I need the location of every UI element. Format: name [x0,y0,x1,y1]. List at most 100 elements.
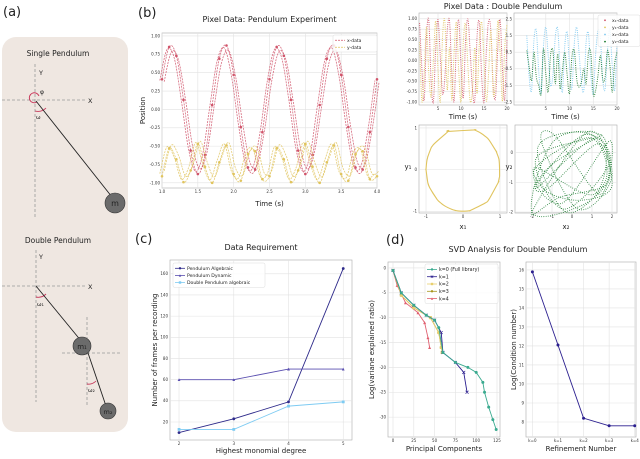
data-point [474,370,478,374]
y-tick-label: 0.75 [408,27,417,32]
y-tick-label: 1.00 [151,33,160,38]
y-tick-label: 0 [414,167,417,172]
data-point [361,149,364,153]
chart-title: Pixel Data: Pendulum Experiment [203,15,337,24]
legend-entry: Double Pendulum algebraic [187,280,251,286]
x-tick-label: 3.0 [302,189,309,194]
omega1-label: ω₁ [37,302,44,308]
data-point [354,166,357,169]
y-tick-label: 16 [519,267,525,272]
data-point [182,98,185,102]
y-tick-label: -10 [379,315,386,320]
data-point [423,321,427,325]
data-point [494,428,498,432]
series-line-Double Pendulum algebraic [179,401,344,430]
legend-marker [430,297,434,300]
y-tick-label: 0.00 [408,58,417,63]
x-tick-label: 20 [504,106,510,111]
legend-marker [178,281,182,284]
y-tick-label: 1.00 [408,16,417,21]
x-tick-label: 4 [287,441,290,446]
y-tick-label: 11 [519,362,525,367]
pendulum-bob [104,192,126,214]
data-point [483,390,487,394]
double-y-label: Y [38,253,43,261]
series-line-Pendulum Algebraic [178,268,344,434]
y-tick-label: 1.5 [506,33,513,38]
omega2-angle-arc [86,380,97,385]
data-point [465,390,469,394]
lower-rod [86,349,107,407]
legend-entry: k=0 (Full library) [439,267,479,273]
legend-entry: x₁-data [612,18,629,24]
y-tick-label: 20 [163,419,169,424]
data-point [633,424,637,428]
data-point [189,169,192,172]
pendulum-rod [35,100,113,198]
y-axis-label: Log(variane explained ratio) [368,300,376,399]
data-point [375,77,379,81]
series-line-x-data [159,47,376,172]
data-point [177,428,181,431]
data-point [177,378,181,382]
data-point [375,174,379,178]
data-point [239,179,243,182]
data-point [399,293,403,297]
y-tick-label: 80 [163,356,169,361]
data-point [189,149,192,152]
data-point [239,125,243,129]
data-point [282,158,286,161]
panel-label-d: (d) [386,233,404,248]
lower-bob [99,402,117,420]
data-point [289,98,293,102]
y-axis-label: Log(Condition number) [510,309,518,390]
x-axis-label: Time (s) [448,113,478,121]
data-point [433,318,437,322]
series-dots-y₂-data [526,47,618,97]
y-tick-label: 12 [519,343,525,348]
legend-entry: x-data [347,38,362,44]
x-tick-label: 3 [232,441,235,446]
legend-entry: k=1 [439,274,449,280]
x-tick-label: 10 [567,106,573,111]
y-axis-label: y₂ [506,163,513,171]
single-x-label: X [88,97,93,105]
data-point [232,428,236,431]
data-point [530,270,534,274]
data-point [428,346,432,350]
y-tick-label: 0.00 [151,107,160,112]
double-x-label: X [88,283,93,291]
y-tick-label: -0.75 [407,89,418,94]
x-tick-label: 2 [611,214,614,219]
panel-label-c: (c) [135,232,152,247]
x-axis-label: Highest monomial degree [216,447,307,455]
data-point [412,303,416,307]
y-tick-label: -2 [509,210,513,215]
charts: 1.0 1.5 2.0 2.5 3.0 3.5 4.01.000.750.500.250.0… [139,12,640,455]
y-tick-label: 40 [163,398,169,403]
data-point [487,405,491,409]
data-point [218,57,221,61]
series-line-Pendulum Dynamic [179,368,344,381]
data-point [182,180,185,184]
x-tick-label: 25 [411,438,417,443]
svd-title: SVD Analysis for Double Pendulum [449,245,588,254]
mass-label: m [111,199,119,208]
data-point [347,179,350,182]
panel-label-a: (a) [3,5,21,20]
data-point [225,44,228,47]
x-tick-label: -1 [550,214,554,219]
y-tick-label: 0 [383,265,386,270]
data-point [403,301,407,305]
y-tick-label: -15 [379,340,386,345]
y-tick-label: 0.50 [408,37,417,42]
data-point [232,417,236,421]
legend-box [597,14,640,47]
data-point [210,103,214,107]
y-tick-label: 10 [519,381,525,386]
y-tick-label: 0.25 [408,47,417,52]
x-tick-label: 15 [591,106,597,111]
data-point [412,306,416,310]
data-point [296,149,300,152]
data-point [289,180,293,184]
